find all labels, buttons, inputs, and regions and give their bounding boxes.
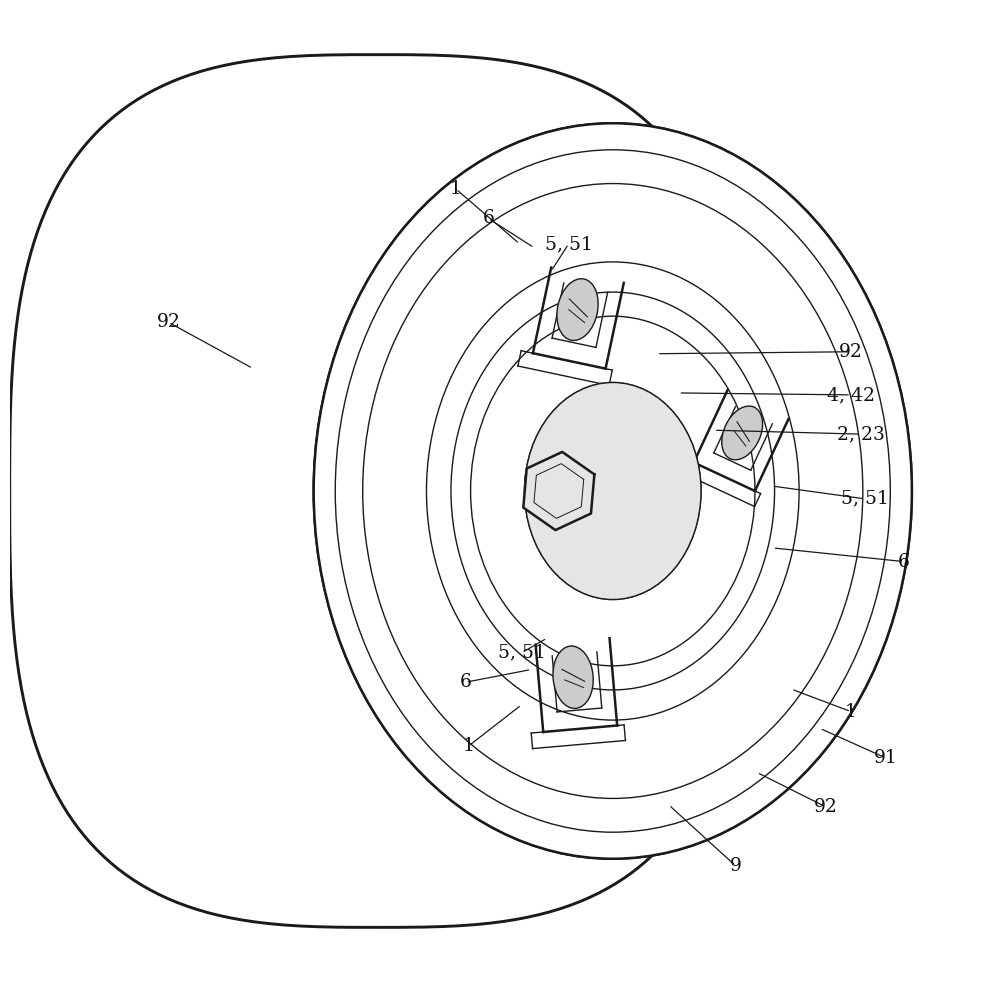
- Text: 91: 91: [874, 748, 897, 767]
- Text: 1: 1: [845, 703, 857, 721]
- Ellipse shape: [451, 292, 775, 690]
- Text: 5, 51: 5, 51: [545, 235, 593, 253]
- Text: 5, 51: 5, 51: [498, 644, 546, 662]
- Ellipse shape: [553, 646, 593, 708]
- Text: 9: 9: [729, 856, 741, 875]
- Polygon shape: [10, 55, 745, 927]
- Ellipse shape: [525, 383, 701, 599]
- Ellipse shape: [314, 124, 912, 858]
- Text: 6: 6: [460, 674, 472, 691]
- Text: 6: 6: [482, 209, 494, 228]
- Ellipse shape: [557, 279, 598, 341]
- Ellipse shape: [335, 150, 890, 832]
- Text: 92: 92: [814, 797, 838, 816]
- Ellipse shape: [426, 262, 799, 720]
- Text: 1: 1: [450, 180, 462, 198]
- Text: 92: 92: [157, 313, 180, 331]
- Ellipse shape: [363, 184, 863, 798]
- Text: 4, 42: 4, 42: [827, 386, 875, 404]
- Ellipse shape: [314, 124, 912, 858]
- Text: 92: 92: [839, 343, 863, 360]
- Text: 2, 23: 2, 23: [837, 425, 885, 443]
- Ellipse shape: [525, 383, 701, 599]
- Text: 6: 6: [898, 553, 910, 571]
- Ellipse shape: [471, 316, 755, 666]
- Text: 1: 1: [463, 736, 475, 755]
- Text: 5, 51: 5, 51: [841, 490, 889, 508]
- Ellipse shape: [722, 406, 763, 460]
- Polygon shape: [523, 452, 594, 530]
